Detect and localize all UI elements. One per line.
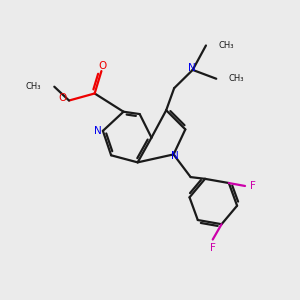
- Text: N: N: [171, 151, 179, 161]
- Text: CH₃: CH₃: [229, 74, 244, 83]
- Text: N: N: [188, 63, 196, 74]
- Text: F: F: [250, 181, 256, 191]
- Text: F: F: [210, 243, 216, 253]
- Text: CH₃: CH₃: [218, 41, 234, 50]
- Text: N: N: [94, 126, 101, 136]
- Text: O: O: [98, 61, 106, 71]
- Text: CH₃: CH₃: [26, 82, 41, 91]
- Text: O: O: [58, 93, 67, 103]
